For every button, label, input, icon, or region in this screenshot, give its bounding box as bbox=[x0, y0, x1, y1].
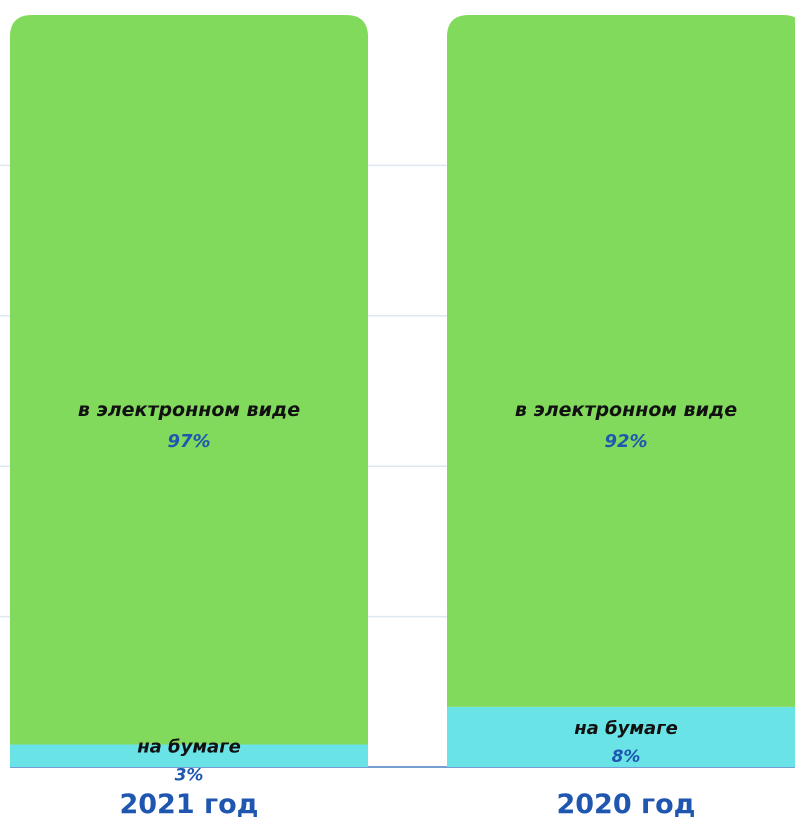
bar-segment-paper bbox=[447, 706, 795, 767]
segment-name-electronic: в электронном виде bbox=[515, 399, 737, 421]
bar-segment-electronic bbox=[10, 15, 368, 745]
segment-name-paper: на бумаге bbox=[137, 737, 241, 758]
category-label: 2021 год bbox=[119, 789, 258, 819]
bar-segment-paper bbox=[10, 744, 368, 767]
segment-name-paper: на бумаге bbox=[574, 718, 678, 739]
labels: в электронном виде 97% на бумаге 3% 2021 год… bbox=[78, 399, 737, 819]
segment-value-electronic: 92% bbox=[604, 431, 647, 452]
category-label: 2020 год bbox=[556, 789, 695, 819]
segment-value-electronic: 97% bbox=[167, 431, 210, 452]
segment-name-electronic: в электронном виде bbox=[78, 399, 300, 421]
segment-value-paper: 8% bbox=[612, 747, 641, 767]
bars bbox=[10, 15, 795, 767]
bar-segment-electronic bbox=[447, 15, 795, 707]
segment-value-paper: 3% bbox=[175, 766, 204, 786]
